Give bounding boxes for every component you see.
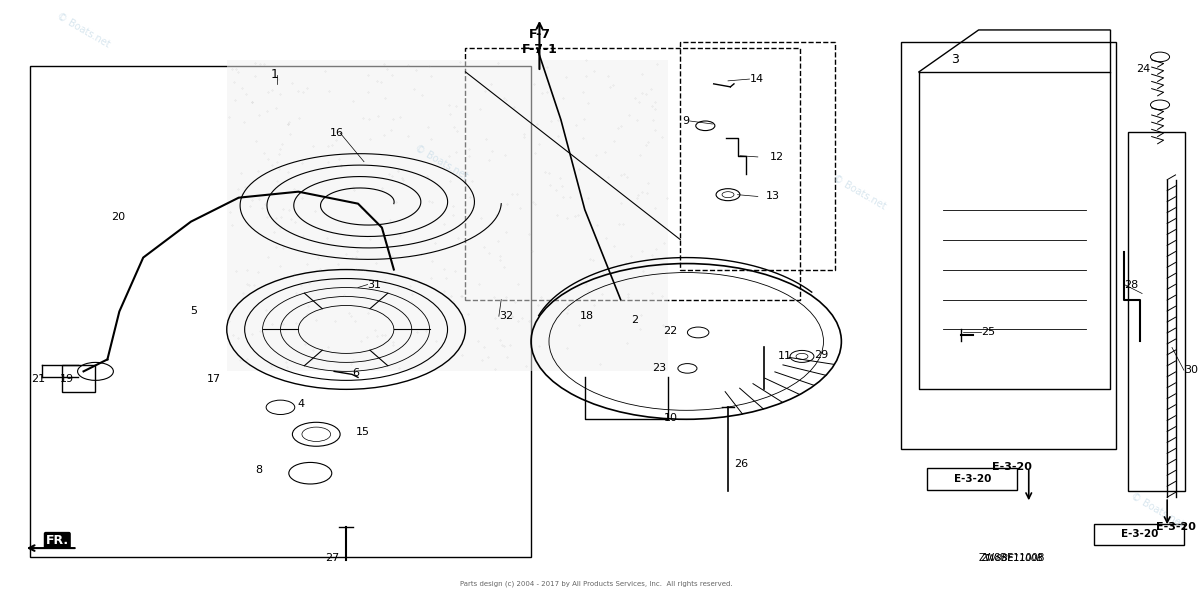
Text: 14: 14: [750, 74, 763, 84]
Text: © Boats.net: © Boats.net: [830, 173, 888, 211]
Text: 25: 25: [982, 328, 995, 337]
Text: FR.: FR.: [46, 534, 68, 547]
Text: 30: 30: [1184, 365, 1198, 375]
Text: F-7
F-7-1: F-7 F-7-1: [522, 28, 557, 56]
Text: 17: 17: [206, 374, 221, 383]
Polygon shape: [919, 72, 1110, 389]
Text: 1: 1: [270, 68, 278, 81]
Text: E-3-20: E-3-20: [1156, 522, 1195, 532]
Text: 6: 6: [352, 368, 359, 377]
Text: 24: 24: [1136, 64, 1151, 74]
Text: 10: 10: [664, 413, 678, 423]
Text: 13: 13: [766, 192, 780, 201]
Text: E-3-20: E-3-20: [1121, 530, 1158, 539]
Bar: [30, 66, 532, 557]
Text: 26: 26: [734, 459, 748, 469]
Bar: [928, 468, 1016, 490]
Text: 8: 8: [256, 465, 263, 475]
Text: 32: 32: [499, 311, 512, 321]
Text: 21: 21: [31, 374, 46, 383]
Text: 12: 12: [769, 152, 784, 162]
Text: 11: 11: [778, 352, 792, 361]
Text: E-3-20: E-3-20: [992, 462, 1032, 472]
Bar: [1094, 524, 1184, 545]
Text: ZW8BE1100B: ZW8BE1100B: [979, 553, 1045, 563]
Text: FR.: FR.: [46, 533, 68, 546]
Bar: [1128, 132, 1186, 491]
Text: © Boats.net: © Boats.net: [413, 143, 470, 181]
Text: Parts design (c) 2004 - 2017 by All Products Services, Inc.  All rights reserved: Parts design (c) 2004 - 2017 by All Prod…: [461, 581, 733, 587]
Bar: [466, 48, 799, 300]
Text: © Boats.net: © Boats.net: [55, 11, 112, 50]
Bar: [680, 42, 835, 270]
Bar: [62, 365, 96, 392]
Text: 19: 19: [60, 374, 74, 383]
Text: 27: 27: [325, 553, 338, 563]
Text: E-3-20: E-3-20: [954, 474, 991, 484]
Text: 3: 3: [950, 53, 959, 66]
Text: 29: 29: [814, 350, 828, 359]
Text: 2: 2: [631, 316, 638, 325]
Text: ZW8BE1100B: ZW8BE1100B: [982, 553, 1043, 563]
Text: 16: 16: [330, 128, 343, 138]
Text: 4: 4: [298, 400, 305, 409]
Text: 31: 31: [367, 280, 382, 289]
Text: © Boats.net: © Boats.net: [1129, 491, 1186, 529]
Text: 5: 5: [190, 307, 197, 316]
Bar: [227, 60, 668, 371]
Text: 28: 28: [1124, 280, 1139, 289]
Text: 23: 23: [652, 364, 666, 373]
Text: 15: 15: [355, 428, 370, 437]
Text: 22: 22: [664, 326, 678, 335]
Text: 18: 18: [581, 311, 594, 321]
Bar: [901, 42, 1116, 449]
Text: FR.: FR.: [46, 534, 68, 547]
Text: 9: 9: [683, 116, 690, 126]
Text: 20: 20: [112, 212, 125, 222]
